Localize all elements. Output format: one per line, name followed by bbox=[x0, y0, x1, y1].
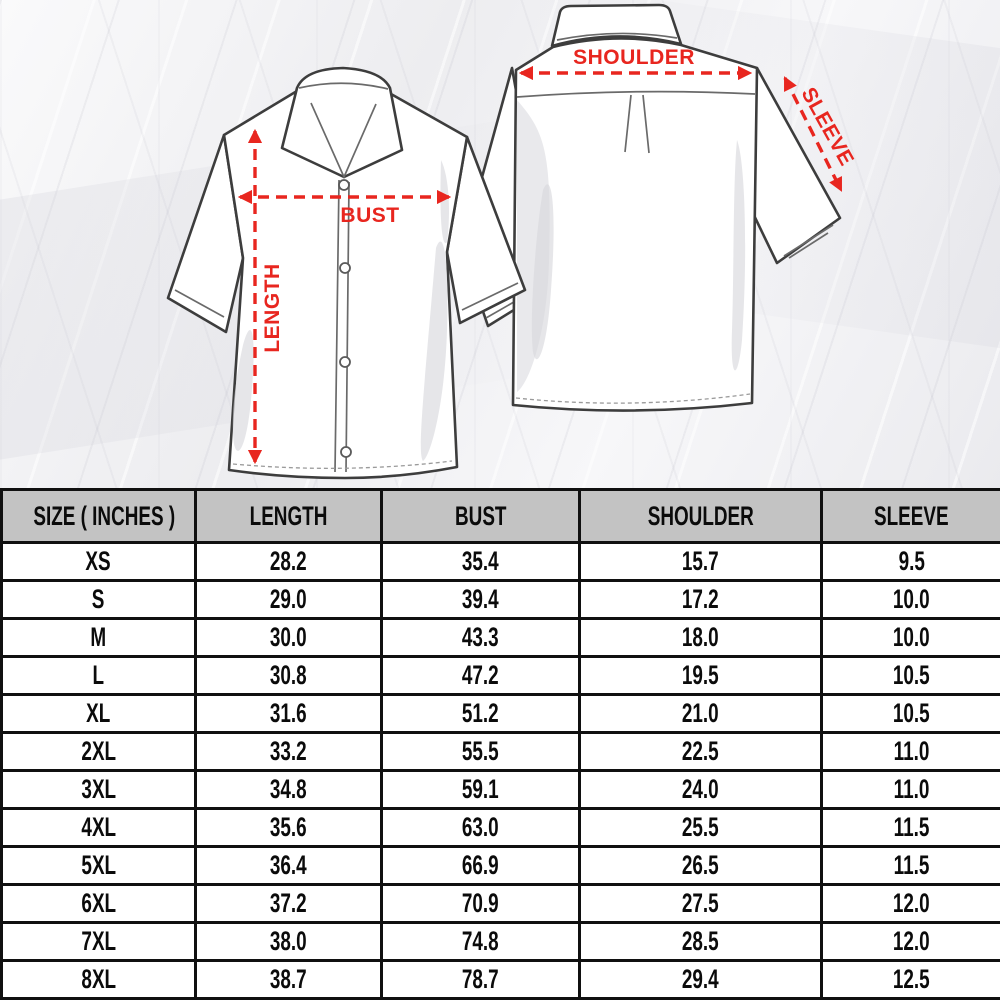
column-header-shoulder: SHOULDER bbox=[578, 488, 823, 544]
back-yoke-seam bbox=[516, 90, 756, 98]
value-cell: 38.7 bbox=[194, 959, 383, 1000]
table-row: 6XL 37.2 70.9 27.5 12.0 bbox=[0, 883, 1000, 924]
table-row: 4XL 35.6 63.0 25.5 11.5 bbox=[0, 807, 1000, 848]
column-header-sleeve: SLEEVE bbox=[820, 488, 1000, 544]
value-cell: 10.5 bbox=[820, 655, 1000, 696]
value-cell: 9.5 bbox=[820, 541, 1000, 582]
size-table-header-row: SIZE ( INCHES ) LENGTH BUST SHOULDER SLE… bbox=[0, 488, 1000, 544]
value-cell: 29.4 bbox=[578, 959, 823, 1000]
value-cell: 12.5 bbox=[820, 959, 1000, 1000]
value-cell: 10.5 bbox=[820, 693, 1000, 734]
value-cell: 36.4 bbox=[194, 845, 383, 886]
column-header-size: SIZE ( INCHES ) bbox=[0, 488, 197, 544]
size-cell: 4XL bbox=[0, 807, 197, 848]
value-cell: 35.4 bbox=[380, 541, 581, 582]
value-cell: 28.5 bbox=[578, 921, 823, 962]
value-cell: 19.5 bbox=[578, 655, 823, 696]
value-cell: 51.2 bbox=[380, 693, 581, 734]
value-cell: 27.5 bbox=[578, 883, 823, 924]
length-measure-label: LENGTH bbox=[261, 263, 284, 353]
size-cell: 5XL bbox=[0, 845, 197, 886]
value-cell: 63.0 bbox=[380, 807, 581, 848]
button-placket bbox=[334, 179, 350, 473]
value-cell: 11.5 bbox=[820, 845, 1000, 886]
back-shirt-body bbox=[511, 37, 759, 412]
shirt-measurement-diagram bbox=[166, 3, 843, 480]
value-cell: 34.8 bbox=[194, 769, 383, 810]
table-row: 2XL 33.2 55.5 22.5 11.0 bbox=[0, 731, 1000, 772]
size-cell: M bbox=[0, 617, 197, 658]
value-cell: 24.0 bbox=[578, 769, 823, 810]
value-cell: 35.6 bbox=[194, 807, 383, 848]
size-cell: XS bbox=[0, 541, 197, 582]
sleeve-arrow bbox=[783, 76, 843, 192]
value-cell: 30.0 bbox=[194, 617, 383, 658]
value-cell: 11.0 bbox=[820, 769, 1000, 810]
table-row: XL 31.6 51.2 21.0 10.5 bbox=[0, 693, 1000, 734]
value-cell: 66.9 bbox=[380, 845, 581, 886]
value-cell: 15.7 bbox=[578, 541, 823, 582]
value-cell: 12.0 bbox=[820, 883, 1000, 924]
bust-measure-label: BUST bbox=[340, 204, 400, 227]
size-cell: 6XL bbox=[0, 883, 197, 924]
table-row: L 30.8 47.2 19.5 10.5 bbox=[0, 655, 1000, 696]
measurement-arrows bbox=[237, 65, 843, 465]
table-row: 7XL 38.0 74.8 28.5 12.0 bbox=[0, 921, 1000, 962]
value-cell: 10.0 bbox=[820, 579, 1000, 620]
size-cell: XL bbox=[0, 693, 197, 734]
value-cell: 18.0 bbox=[578, 617, 823, 658]
value-cell: 17.2 bbox=[578, 579, 823, 620]
value-cell: 78.7 bbox=[380, 959, 581, 1000]
value-cell: 38.0 bbox=[194, 921, 383, 962]
back-pleat bbox=[624, 94, 650, 154]
value-cell: 10.0 bbox=[820, 617, 1000, 658]
value-cell: 28.2 bbox=[194, 541, 383, 582]
value-cell: 47.2 bbox=[380, 655, 581, 696]
value-cell: 22.5 bbox=[578, 731, 823, 772]
value-cell: 43.3 bbox=[380, 617, 581, 658]
shoulder-measure-label: SHOULDER bbox=[573, 46, 695, 69]
value-cell: 11.0 bbox=[820, 731, 1000, 772]
column-header-length: LENGTH bbox=[194, 488, 383, 544]
size-cell: 8XL bbox=[0, 959, 197, 1000]
column-header-bust: BUST bbox=[380, 488, 581, 544]
table-row: XS 28.2 35.4 15.7 9.5 bbox=[0, 541, 1000, 582]
value-cell: 11.5 bbox=[820, 807, 1000, 848]
value-cell: 33.2 bbox=[194, 731, 383, 772]
table-row: M 30.0 43.3 18.0 10.0 bbox=[0, 617, 1000, 658]
value-cell: 29.0 bbox=[194, 579, 383, 620]
value-cell: 30.8 bbox=[194, 655, 383, 696]
value-cell: 37.2 bbox=[194, 883, 383, 924]
value-cell: 59.1 bbox=[380, 769, 581, 810]
size-cell: S bbox=[0, 579, 197, 620]
value-cell: 21.0 bbox=[578, 693, 823, 734]
size-cell: 2XL bbox=[0, 731, 197, 772]
size-cell: L bbox=[0, 655, 197, 696]
value-cell: 25.5 bbox=[578, 807, 823, 848]
value-cell: 12.0 bbox=[820, 921, 1000, 962]
size-cell: 3XL bbox=[0, 769, 197, 810]
value-cell: 74.8 bbox=[380, 921, 581, 962]
size-cell: 7XL bbox=[0, 921, 197, 962]
value-cell: 26.5 bbox=[578, 845, 823, 886]
front-collar bbox=[280, 66, 404, 179]
table-row: S 29.0 39.4 17.2 10.0 bbox=[0, 579, 1000, 620]
value-cell: 31.6 bbox=[194, 693, 383, 734]
value-cell: 39.4 bbox=[380, 579, 581, 620]
value-cell: 55.5 bbox=[380, 731, 581, 772]
table-row: 5XL 36.4 66.9 26.5 11.5 bbox=[0, 845, 1000, 886]
table-row: 3XL 34.8 59.1 24.0 11.0 bbox=[0, 769, 1000, 810]
front-shirt-illustration bbox=[166, 66, 527, 480]
value-cell: 70.9 bbox=[380, 883, 581, 924]
buttons bbox=[338, 179, 352, 458]
size-table: SIZE ( INCHES ) LENGTH BUST SHOULDER SLE… bbox=[0, 488, 1000, 1000]
back-shirt-illustration bbox=[460, 3, 842, 412]
table-row: 8XL 38.7 78.7 29.4 12.5 bbox=[0, 959, 1000, 1000]
